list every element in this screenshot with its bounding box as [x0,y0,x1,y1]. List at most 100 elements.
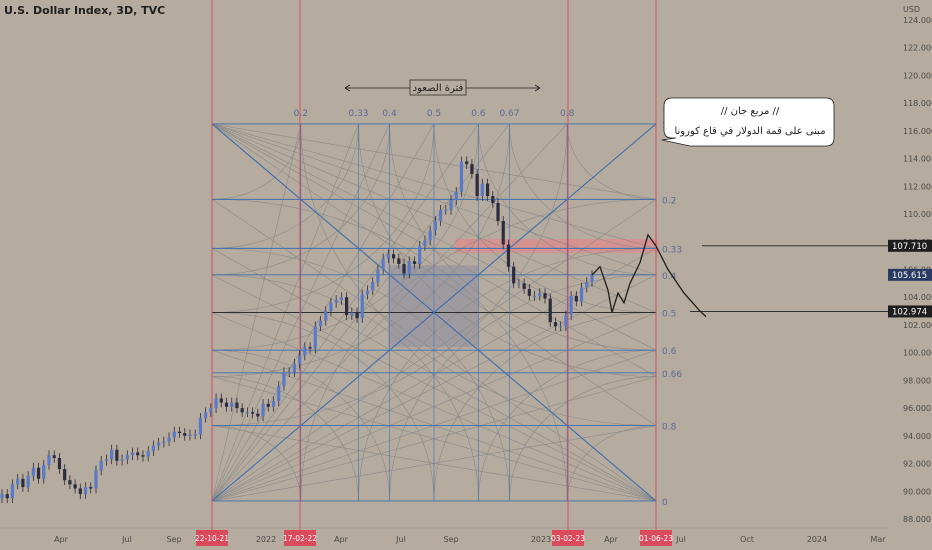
candle-body [83,487,88,495]
resistance-zone [455,239,658,253]
candle-body [198,417,203,435]
candle-body [256,413,260,417]
candle-body [224,402,229,407]
x-tick-label: Apr [334,535,349,544]
candle-body [308,347,312,349]
candle-body [517,283,521,285]
candle-body [360,294,364,319]
candle-body [564,315,568,327]
candle-body [397,258,401,264]
gann-level-label: 0.8 [662,423,677,433]
y-tick-label: 122.000 [903,44,932,53]
candle-body [553,322,558,327]
y-tick-label: 90.000 [903,487,931,496]
candle-body [146,451,150,457]
x-tick-label: Oct [740,535,754,544]
candle-body [120,459,124,461]
candle-body [386,254,390,259]
candle-body [110,449,114,460]
candle-body [188,434,192,436]
candle-body [47,455,51,465]
candle-body [0,494,4,499]
y-tick-label: 118.000 [903,99,932,108]
candle-body [449,200,453,210]
date-marker-bg [196,530,228,546]
candle-body [423,240,427,246]
candle-body [339,297,343,300]
candle-body [506,244,511,267]
candle-body [68,480,72,485]
candle-body [412,261,417,264]
date-marker-label: 01-06-23 [639,534,673,543]
candle-body [204,412,208,418]
candle-body [282,372,286,386]
y-tick-label: 102.000 [903,321,932,330]
candle-body [376,269,380,282]
callout-subtitle: مبنى على قمة الدولار في قاع كورونا [674,126,825,137]
currency-label: USD [903,5,920,14]
candle-body [559,326,563,328]
candle-body [428,230,432,241]
candle-body [235,402,239,409]
candle-body [277,385,281,402]
candle-body [130,452,135,456]
gann-level-label: 0.5 [662,309,676,319]
candle-body [438,209,443,221]
date-marker-bg [640,530,672,546]
candle-body [313,326,317,349]
candle-body [125,455,129,460]
candle-body [16,478,20,485]
candle-body [136,452,140,456]
candle-body [433,220,437,231]
candle-body [480,183,484,197]
candle-body [444,209,448,211]
candle-body [365,290,370,295]
candle-body [21,478,25,488]
candle-body [350,312,354,316]
date-marker-bg [552,530,584,546]
candle-body [193,434,197,436]
chart-title: U.S. Dollar Index, 3D, TVC [4,4,166,17]
y-tick-label: 120.000 [903,71,932,80]
candle-body [381,258,385,270]
gann-level-label: 0.4 [662,272,677,282]
candle-body [57,458,62,470]
candle-body [355,312,359,319]
candle-body [548,298,552,323]
y-tick-label: 110.000 [903,210,932,219]
candle-body [543,293,547,299]
x-tick-label: 2023 [531,535,551,544]
date-marker-label: 03-02-23 [551,534,585,543]
candle-body [183,433,187,436]
y-tick-label: 98.000 [903,376,931,385]
y-tick-label: 94.000 [903,432,931,441]
candle-body [287,372,291,374]
candle-body [292,363,296,373]
candle-body [214,398,218,409]
candle-body [318,320,323,327]
candle-body [371,281,375,291]
candle-body [261,403,265,417]
candle-body [496,202,500,221]
candle-body [99,460,103,471]
gann-diagonal [211,123,657,502]
price-label-bg [888,268,932,281]
gann-time-label: 0.6 [471,109,486,119]
candle-body [10,484,15,499]
candle-body [115,449,119,461]
x-tick-label: Jul [395,535,406,544]
candle-body [209,408,213,413]
y-tick-label: 104.000 [903,293,932,302]
candle-body [245,412,249,414]
candle-body [532,295,537,297]
candle-body [52,455,56,459]
candle-body [527,288,531,296]
y-tick-label: 96.000 [903,404,931,413]
candle-body [459,161,464,192]
candle-body [512,266,516,284]
x-tick-label: 2022 [256,535,276,544]
x-tick-label: Mar [870,535,886,544]
gann-time-label: 0.4 [382,109,397,119]
candle-body [89,487,93,489]
